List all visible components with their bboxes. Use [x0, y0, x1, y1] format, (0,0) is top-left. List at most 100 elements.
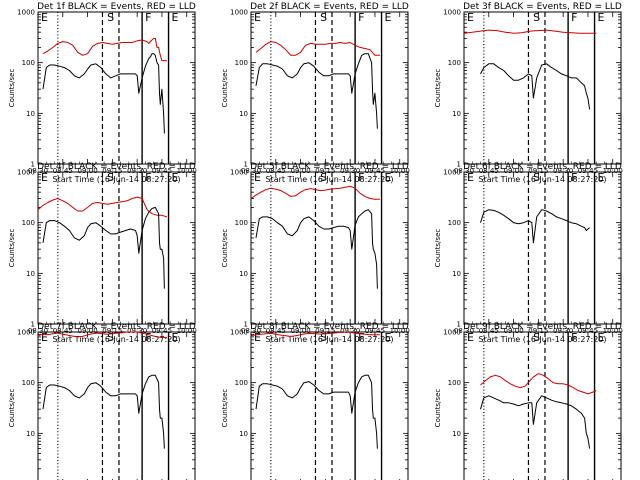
y-axis-label: Counts/sec: [8, 229, 16, 268]
x-tick-label: 08:30: [28, 327, 48, 335]
event-marker: F: [571, 171, 577, 184]
event-rate-line: [480, 63, 591, 110]
x-tick-label: 08:30: [454, 167, 474, 175]
x-tick-label: 09:30: [127, 167, 147, 175]
plot-frame: [37, 331, 196, 480]
event-rate-line: [42, 206, 165, 289]
y-axis-label: Counts/sec: [221, 69, 229, 108]
plot-frame: [463, 11, 622, 165]
event-marker: S: [107, 171, 114, 184]
event-marker: S: [533, 171, 540, 184]
y-tick-label: 10: [452, 270, 461, 278]
event-rate-line: [255, 53, 378, 129]
x-tick-label: 09:45: [152, 167, 172, 175]
lld-rate-line: [37, 196, 168, 218]
plot-frame: [250, 11, 409, 165]
y-axis-label: Counts/sec: [8, 389, 16, 428]
x-tick-label: 10:00: [603, 167, 623, 175]
panel-title: Det 6f BLACK = Events, RED = LLD: [463, 162, 622, 172]
event-marker: E: [598, 331, 605, 344]
lld-rate-line: [42, 38, 167, 62]
event-rate-line: [42, 53, 165, 134]
y-tick-label: 100: [448, 379, 461, 387]
x-tick-label: 09:30: [553, 167, 573, 175]
panel-title: Det 1f BLACK = Events, RED = LLD: [37, 2, 196, 12]
y-tick-label: 100: [235, 379, 248, 387]
event-marker: E: [385, 11, 392, 24]
y-tick-label: 100: [235, 219, 248, 227]
y-axis-label: Counts/sec: [8, 69, 16, 108]
x-axis-label: Start Time (16-Jun-14 08:27:20): [479, 335, 607, 344]
x-tick-label: 09:00: [503, 327, 523, 335]
detector-panel: Det 1f BLACK = Events, RED = LLD 1 10 100 10…: [8, 2, 197, 184]
event-marker: F: [571, 331, 577, 344]
panel-title: Det 9f BLACK = Events, RED = LLD: [463, 322, 622, 332]
y-tick-label: 1000: [17, 169, 35, 177]
detector-panel: Det 5f BLACK = Events, RED = LLD11010010…: [221, 162, 410, 344]
x-axis-label: Start Time (16-Jun-14 08:27:20): [53, 335, 181, 344]
x-axis-label: Start Time (16-Jun-14 08:27:20): [53, 175, 181, 184]
event-marker: S: [320, 11, 327, 24]
event-marker: E: [598, 171, 605, 184]
y-tick-label: 10: [26, 270, 35, 278]
event-marker: E: [467, 11, 474, 24]
event-marker: E: [172, 331, 179, 344]
y-tick-label: 1000: [230, 169, 248, 177]
x-tick-label: 08:30: [454, 327, 474, 335]
x-tick-label: 09:30: [340, 327, 360, 335]
lld-rate-line: [255, 41, 380, 56]
event-marker: S: [320, 171, 327, 184]
event-marker: E: [254, 11, 261, 24]
y-tick-label: 1000: [443, 169, 461, 177]
y-tick-label: 1: [244, 321, 248, 329]
event-marker: S: [107, 11, 114, 24]
y-axis-label: Counts/sec: [434, 389, 442, 428]
event-marker: E: [254, 171, 261, 184]
event-marker: E: [467, 331, 474, 344]
y-tick-label: 1000: [230, 329, 248, 337]
detector-panel: Det 4f BLACK = Events, RED = LLD11010010…: [8, 162, 197, 344]
event-marker: E: [598, 11, 605, 24]
lld-rate-line: [250, 185, 380, 200]
event-marker: F: [358, 171, 364, 184]
x-tick-label: 09:45: [365, 327, 385, 335]
x-tick-label: 08:45: [479, 167, 499, 175]
y-tick-label: 1: [244, 161, 248, 169]
event-marker: S: [107, 331, 114, 344]
x-tick-label: 09:00: [290, 327, 310, 335]
event-rate-line: [255, 374, 378, 449]
panel-title: Det 7f BLACK = Events, RED = LLD: [37, 322, 196, 332]
event-marker: F: [145, 11, 151, 24]
plot-frame: [37, 171, 196, 325]
x-tick-label: 10:00: [603, 327, 623, 335]
x-tick-label: 08:30: [241, 327, 261, 335]
x-tick-label: 08:30: [241, 167, 261, 175]
x-axis-label: Start Time (16-Jun-14 08:27:20): [266, 175, 394, 184]
y-tick-label: 1: [457, 321, 461, 329]
detector-panel: Det 6f BLACK = Events, RED = LLD11010010…: [434, 162, 623, 344]
lld-rate-line: [37, 331, 167, 338]
event-marker: E: [41, 11, 48, 24]
event-marker: S: [533, 11, 540, 24]
x-tick-label: 09:15: [315, 167, 335, 175]
x-tick-label: 10:00: [177, 167, 197, 175]
x-axis-label: Start Time (16-Jun-14 08:27:20): [479, 175, 607, 184]
event-marker: F: [145, 171, 151, 184]
y-axis-label: Counts/sec: [434, 229, 442, 268]
y-tick-label: 10: [239, 270, 248, 278]
x-tick-label: 09:30: [340, 167, 360, 175]
x-tick-label: 08:30: [28, 167, 48, 175]
x-tick-label: 10:00: [177, 327, 197, 335]
x-tick-label: 09:15: [528, 167, 548, 175]
panel-title: Det 2f BLACK = Events, RED = LLD: [250, 2, 409, 12]
lld-rate-line: [480, 373, 597, 395]
y-tick-label: 1000: [443, 329, 461, 337]
y-tick-label: 100: [22, 59, 35, 67]
y-tick-label: 1000: [17, 9, 35, 17]
y-tick-label: 10: [452, 430, 461, 438]
event-marker: E: [385, 331, 392, 344]
x-tick-label: 08:45: [53, 167, 73, 175]
